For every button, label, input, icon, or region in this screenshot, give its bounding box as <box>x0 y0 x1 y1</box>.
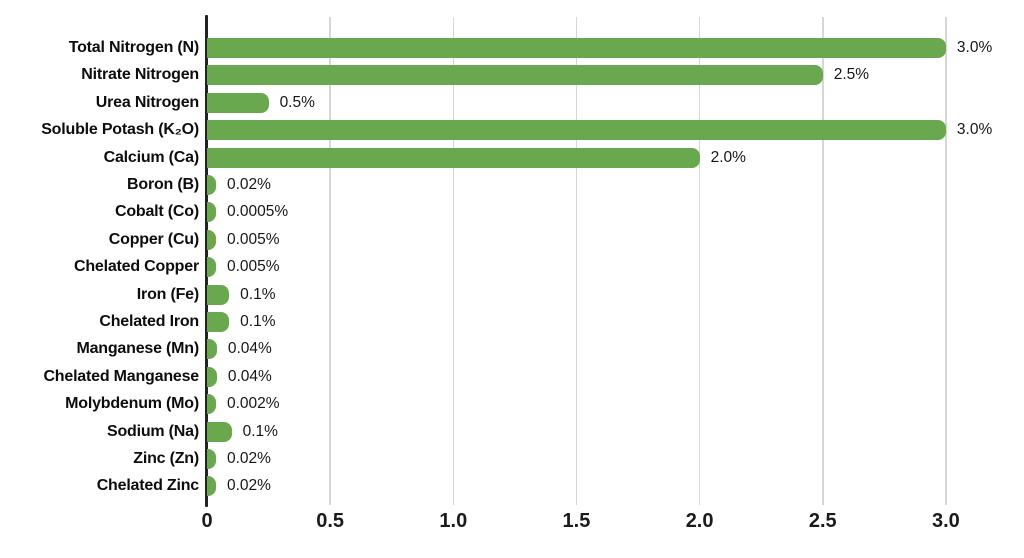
y-axis-line <box>205 15 208 507</box>
bar <box>207 312 230 332</box>
category-label: Total Nitrogen (N) <box>68 39 200 56</box>
category-label: Urea Nitrogen <box>95 93 199 111</box>
category-label: Chelated Copper <box>73 258 199 276</box>
bar <box>207 366 217 387</box>
bar <box>207 339 217 360</box>
gridline <box>822 17 824 505</box>
category-label: Zinc (Zn) <box>133 450 199 467</box>
gridline <box>329 17 331 505</box>
x-tick-label: 0 <box>201 510 213 532</box>
value-label: 3.0% <box>956 39 993 56</box>
value-label: 0.0005% <box>227 203 289 221</box>
category-label: Chelated Zinc <box>96 477 200 495</box>
category-label: Boron (B) <box>127 176 199 193</box>
category-label: Calcium (Ca) <box>103 148 200 166</box>
plot-area <box>207 17 1012 505</box>
bar <box>207 284 230 305</box>
gridline <box>452 17 455 505</box>
category-label: Molybdenum (Mo) <box>65 395 199 413</box>
bar <box>207 175 216 195</box>
value-label: 0.02% <box>227 477 271 495</box>
gridline <box>698 17 701 505</box>
category-label: Nitrate Nitrogen <box>81 66 199 84</box>
category-label: Manganese (Mn) <box>76 340 199 358</box>
value-label: 0.005% <box>227 230 280 248</box>
bar <box>207 476 216 497</box>
bar <box>207 449 216 469</box>
value-label: 0.1% <box>242 422 278 440</box>
bar <box>207 38 946 58</box>
value-label: 0.005% <box>227 258 280 276</box>
bar <box>207 421 232 442</box>
bar <box>207 394 216 415</box>
value-label: 0.1% <box>240 285 276 303</box>
category-label: Chelated Manganese <box>43 367 199 385</box>
bar <box>207 229 216 250</box>
value-label: 0.04% <box>227 340 272 358</box>
value-label: 3.0% <box>956 121 993 139</box>
x-tick-label: 1.0 <box>439 510 468 532</box>
category-label: Iron (Fe) <box>136 285 199 303</box>
bar <box>207 65 823 86</box>
value-label: 0.1% <box>240 313 276 330</box>
bar <box>207 202 216 223</box>
bar <box>207 92 269 113</box>
value-label: 0.002% <box>227 395 280 413</box>
category-label: Cobalt (Co) <box>114 203 199 221</box>
category-label: Soluble Potash (K₂O) <box>41 121 199 139</box>
x-tick-label: 2.5 <box>808 510 837 532</box>
bar <box>207 120 946 141</box>
x-tick-label: 0.5 <box>316 510 345 532</box>
value-label: 0.04% <box>227 367 272 385</box>
value-label: 0.02% <box>227 176 271 193</box>
gridline <box>575 17 578 505</box>
category-label: Copper (Cu) <box>108 230 199 248</box>
value-label: 2.0% <box>710 148 746 166</box>
bar <box>207 147 700 168</box>
category-label: Sodium (Na) <box>106 422 199 440</box>
value-label: 2.5% <box>833 66 870 84</box>
bar <box>207 257 216 278</box>
x-tick-label: 3.0 <box>931 510 960 532</box>
gridline <box>945 17 947 505</box>
x-tick-label: 2.0 <box>685 510 714 532</box>
value-label: 0.02% <box>227 450 271 467</box>
category-label: Chelated Iron <box>99 313 199 330</box>
value-label: 0.5% <box>279 93 315 111</box>
x-tick-label: 1.5 <box>562 510 591 532</box>
